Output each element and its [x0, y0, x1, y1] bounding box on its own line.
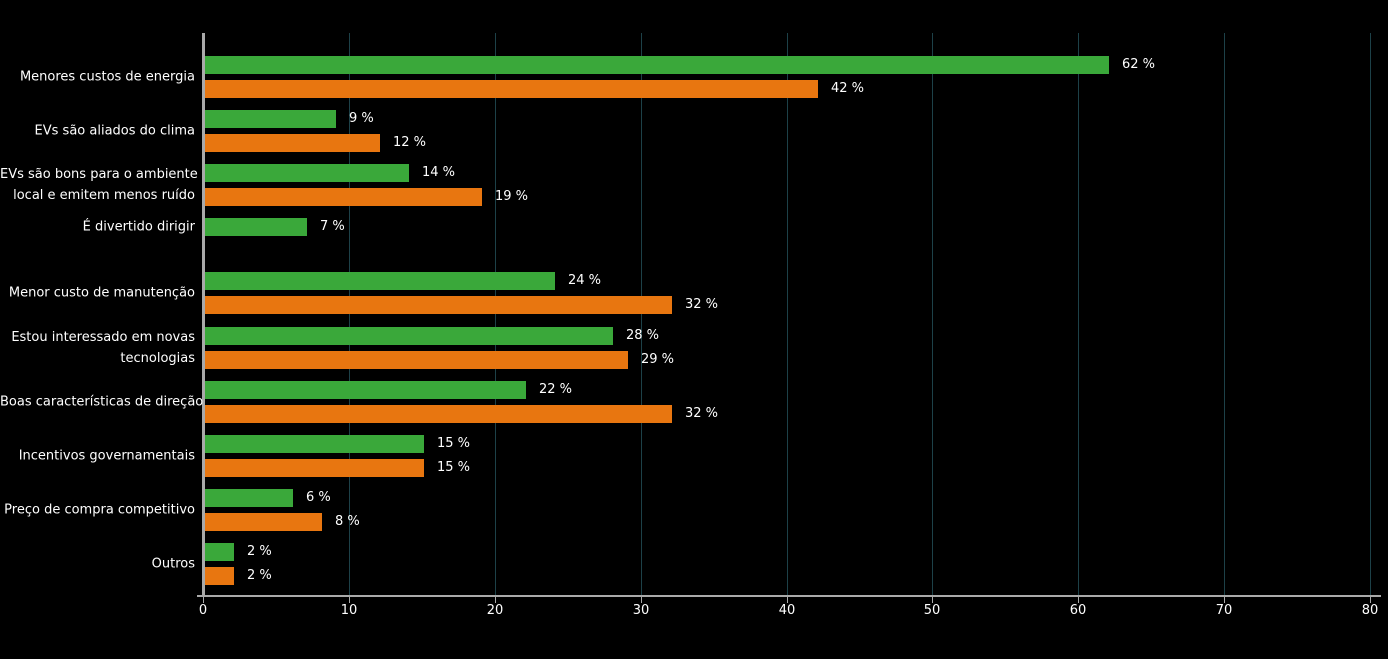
tick-label: 60	[1069, 603, 1087, 618]
gridline	[349, 33, 350, 595]
bar-orange	[205, 80, 818, 98]
value-label: 24 %	[568, 273, 602, 288]
tick-mark	[1078, 597, 1079, 603]
y-axis-line	[202, 33, 205, 597]
bar-orange	[205, 351, 628, 369]
tick-label: 20	[486, 603, 504, 618]
category-label: Menor custo de manutenção	[8, 285, 195, 301]
tick-mark	[1370, 597, 1371, 603]
bar-green	[205, 56, 1109, 74]
bar-orange	[205, 134, 380, 152]
tick-label: 30	[632, 603, 650, 618]
value-label: 29 %	[641, 352, 675, 367]
tick-mark	[495, 597, 496, 603]
value-label: 9 %	[349, 111, 374, 126]
category-label: Outros	[151, 556, 195, 572]
tick-mark	[641, 597, 642, 603]
value-label: 32 %	[685, 406, 719, 421]
value-label: 28 %	[626, 328, 660, 343]
tick-mark	[1224, 597, 1225, 603]
category-label: Estou interessado em novas tecnologias	[11, 330, 195, 366]
gridline	[495, 33, 496, 595]
value-label: 14 %	[422, 165, 456, 180]
category-label: EVs são aliados do clima	[34, 123, 195, 139]
value-label: 19 %	[495, 189, 529, 204]
bar-green	[205, 272, 555, 290]
value-label: 2 %	[247, 544, 272, 559]
tick-mark	[349, 597, 350, 603]
bar-orange	[205, 459, 424, 477]
category-label: Preço de compra competitivo	[4, 502, 195, 518]
bar-orange	[205, 405, 672, 423]
bar-green	[205, 543, 234, 561]
bar-green	[205, 327, 613, 345]
category-label: Menores custos de energia	[19, 69, 195, 85]
value-label: 15 %	[437, 460, 471, 475]
tick-mark	[932, 597, 933, 603]
tick-label: 70	[1215, 603, 1233, 618]
tick-label: 50	[923, 603, 941, 618]
bar-green	[205, 435, 424, 453]
gridline	[932, 33, 933, 595]
tick-label: 80	[1361, 603, 1379, 618]
value-label: 32 %	[685, 297, 719, 312]
value-label: 6 %	[306, 490, 331, 505]
gridline	[1078, 33, 1079, 595]
value-label: 8 %	[335, 514, 360, 529]
category-label: Incentivos governamentais	[18, 448, 195, 464]
value-label: 12 %	[393, 135, 427, 150]
bar-green	[205, 381, 526, 399]
bar-orange	[205, 296, 672, 314]
value-label: 42 %	[831, 81, 865, 96]
x-axis-line	[197, 595, 1381, 597]
bar-green	[205, 164, 409, 182]
bar-orange	[205, 188, 482, 206]
bar-orange	[205, 567, 234, 585]
tick-mark	[787, 597, 788, 603]
tick-label: 0	[198, 603, 208, 618]
bar-green	[205, 489, 293, 507]
tick-label: 40	[778, 603, 796, 618]
category-label: É divertido dirigir	[82, 219, 195, 235]
value-label: 15 %	[437, 436, 471, 451]
category-label: Boas características de direção	[0, 394, 204, 410]
category-label: EVs são bons para o ambiente local e emit…	[0, 167, 198, 203]
gridline	[1370, 33, 1371, 595]
bar-green	[205, 218, 307, 236]
tick-label: 10	[340, 603, 358, 618]
value-label: 7 %	[320, 219, 345, 234]
value-label: 2 %	[247, 568, 272, 583]
tick-mark	[203, 597, 204, 603]
gridline	[1224, 33, 1225, 595]
value-label: 62 %	[1122, 57, 1156, 72]
bar-green	[205, 110, 336, 128]
value-label: 22 %	[539, 382, 573, 397]
bar-orange	[205, 513, 322, 531]
gridline	[787, 33, 788, 595]
gridline	[641, 33, 642, 595]
